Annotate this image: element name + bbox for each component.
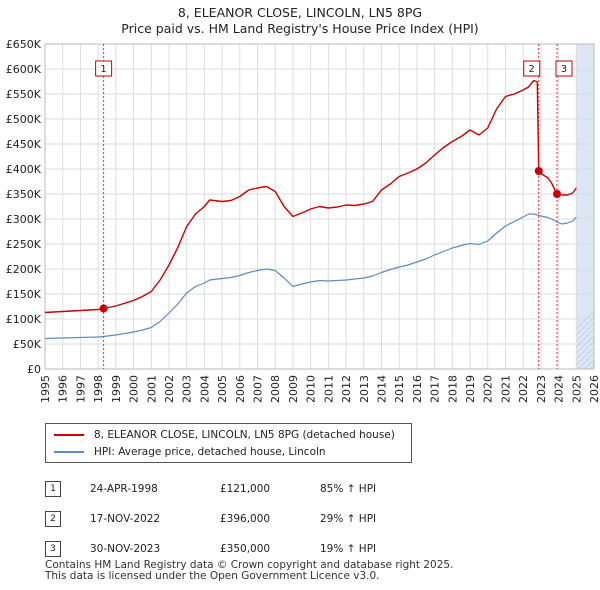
legend-swatch-hpi (54, 451, 84, 453)
sale-point (534, 167, 543, 175)
y-tick-label: £400K (6, 163, 42, 176)
sale-label-frame (95, 60, 113, 77)
y-tick-label: £550K (6, 88, 42, 101)
x-tick-label: 2010 (305, 375, 318, 403)
y-tick-label: £200K (6, 263, 42, 276)
x-tick-label: 2011 (322, 375, 335, 403)
x-tick-label: 2017 (429, 375, 442, 403)
y-tick-label: £50K (13, 338, 42, 351)
table-row: 1 24-APR-1998 £121,000 85% ↑ HPI (45, 474, 376, 504)
y-tick-label: £650K (6, 38, 42, 51)
sale-point (552, 190, 561, 198)
y-tick-label: £300K (6, 213, 42, 226)
sale-number-badge: 1 (45, 481, 61, 497)
y-tick-label: £250K (6, 238, 42, 251)
chart-title: 8, ELEANOR CLOSE, LINCOLN, LN5 8PG (177, 5, 423, 20)
footer-line-2: This data is licensed under the Open Gov… (45, 570, 380, 582)
y-tick-label: £350K (6, 188, 42, 201)
footer-line-1: Contains HM Land Registry data © Crown c… (45, 559, 454, 571)
sale-label-text: 1 (100, 64, 106, 75)
sale-number-badge: 3 (45, 541, 61, 557)
sale-label-text: 2 (529, 64, 535, 75)
x-tick-label: 2023 (535, 375, 548, 403)
sale-hpi-change: 85% ↑ HPI (320, 483, 377, 495)
x-tick-label: 2016 (411, 375, 424, 403)
hpi-line (44, 213, 577, 340)
chart-subtitle: Price paid vs. HM Land Registry's House … (121, 21, 479, 36)
forecast-shade (576, 44, 594, 369)
x-tick-label: 2008 (269, 375, 282, 403)
chart-legend: 8, ELEANOR CLOSE, LINCOLN, LN5 8PG (deta… (45, 423, 412, 463)
property-price-line (44, 79, 577, 314)
x-tick-label: 2019 (464, 375, 477, 403)
forecast-hatch (576, 310, 595, 330)
x-tick-label: 2026 (588, 375, 600, 403)
y-tick-label: £600K (6, 63, 42, 76)
legend-item-hpi: HPI: Average price, detached house, Linc… (54, 444, 326, 460)
x-tick-label: 2001 (145, 375, 158, 403)
sale-label-box: 1 (95, 60, 113, 77)
y-tick-label: £150K (6, 288, 42, 301)
sale-date: 17-NOV-2022 (90, 513, 161, 525)
sale-label-box: 2 (523, 60, 541, 77)
x-tick-label: 2015 (393, 375, 406, 403)
legend-item-property: 8, ELEANOR CLOSE, LINCOLN, LN5 8PG (deta… (54, 427, 395, 443)
legend-swatch-property (54, 434, 84, 436)
sale-number-badge: 2 (45, 511, 61, 527)
forecast-hatch (596, 44, 600, 369)
x-tick-label: 2013 (358, 375, 371, 403)
x-tick-label: 1997 (74, 375, 87, 403)
sale-point (99, 304, 108, 313)
x-tick-label: 1999 (110, 375, 123, 403)
plot-border (44, 43, 595, 370)
x-tick-label: 2009 (287, 375, 300, 403)
sale-price: £396,000 (220, 513, 271, 525)
x-tick-label: 2004 (198, 375, 211, 403)
sales-table: 1 24-APR-1998 £121,000 85% ↑ HPI 2 17-NO… (45, 474, 376, 564)
x-tick-label: 1998 (92, 375, 105, 403)
x-tick-label: 2022 (517, 375, 530, 403)
y-tick-label: £100K (6, 313, 42, 326)
sale-hpi-change: 29% ↑ HPI (320, 513, 377, 525)
x-tick-label: 2014 (375, 375, 388, 403)
x-tick-label: 2024 (553, 375, 566, 403)
table-row: 2 17-NOV-2022 £396,000 29% ↑ HPI (45, 504, 376, 534)
sale-date: 24-APR-1998 (90, 483, 158, 495)
y-tick-label: £500K (6, 113, 42, 126)
x-tick-label: 2021 (499, 375, 512, 403)
legend-label-hpi: HPI: Average price, detached house, Linc… (94, 446, 326, 458)
sale-label-text: 3 (561, 64, 567, 75)
sale-label-frame (555, 60, 573, 77)
x-tick-label: 2025 (570, 375, 583, 403)
x-tick-label: 2018 (446, 375, 459, 403)
sale-price: £350,000 (220, 543, 271, 555)
x-tick-label: 2020 (482, 375, 495, 403)
footer-attribution: Contains HM Land Registry data © Crown c… (45, 560, 453, 582)
sale-date: 30-NOV-2023 (90, 543, 161, 555)
x-tick-label: 2000 (128, 375, 141, 403)
x-tick-label: 1996 (57, 375, 70, 403)
x-tick-label: 2007 (252, 375, 265, 403)
y-tick-label: £450K (6, 138, 42, 151)
price-chart: £0 £50K £100K £150K £200K £250K £300K £350K £400… (6, 38, 600, 403)
x-tick-label: 2002 (163, 375, 176, 403)
sale-hpi-change: 19% ↑ HPI (320, 543, 377, 555)
x-tick-label: 1995 (39, 375, 52, 403)
sale-label-box: 3 (555, 60, 573, 77)
table-row: 3 30-NOV-2023 £350,000 19% ↑ HPI (45, 534, 376, 564)
sale-price: £121,000 (220, 483, 271, 495)
x-tick-label: 2012 (340, 375, 353, 403)
x-tick-label: 2006 (234, 375, 247, 403)
legend-label-property: 8, ELEANOR CLOSE, LINCOLN, LN5 8PG (deta… (94, 429, 395, 441)
x-tick-label: 2005 (216, 375, 229, 403)
x-tick-label: 2003 (181, 375, 194, 403)
y-tick-label: £0 (27, 363, 41, 376)
sale-label-frame (523, 60, 541, 77)
